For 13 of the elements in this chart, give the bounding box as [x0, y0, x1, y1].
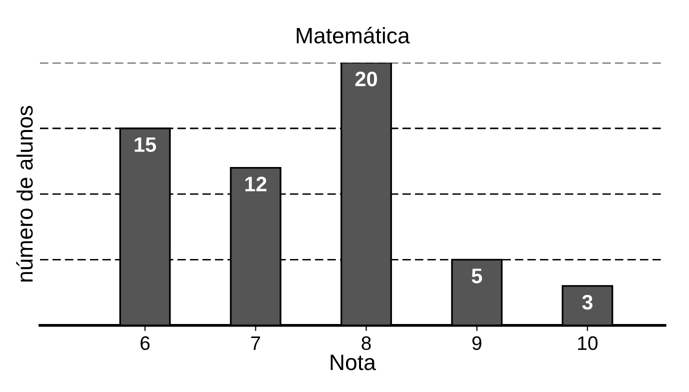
x-axis-title: Nota — [330, 354, 376, 370]
x-tick-label: 7 — [251, 336, 260, 350]
x-tick-label: 6 — [140, 336, 150, 350]
data-label: 3 — [582, 294, 592, 310]
data-label: 20 — [355, 72, 377, 86]
data-label: 5 — [472, 268, 482, 284]
x-tick-label: 10 — [578, 336, 598, 350]
x-tick-label: 8 — [362, 336, 371, 350]
data-label: 12 — [245, 176, 266, 192]
y-axis-title: número de alunos — [16, 106, 33, 282]
chart-title: Matemática — [296, 26, 410, 44]
data-label: 15 — [134, 137, 156, 152]
x-tick-label: 9 — [472, 336, 482, 350]
